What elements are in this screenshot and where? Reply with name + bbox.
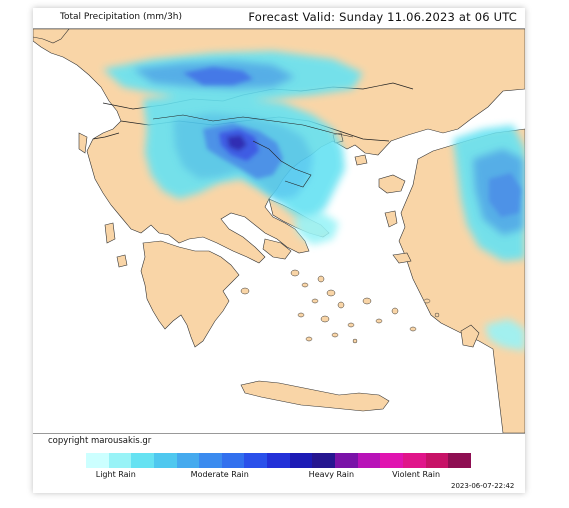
- peloponnese: [140, 240, 240, 348]
- lesvos: [378, 174, 406, 194]
- copyright-text: copyright marousakis.gr: [48, 436, 152, 446]
- legend-label: Light Rain: [95, 470, 136, 479]
- rhodes: [460, 324, 480, 348]
- legend-swatch: [425, 453, 449, 468]
- legend-swatch: [335, 453, 358, 468]
- legend-swatch: [312, 453, 336, 468]
- map-canvas: [33, 29, 525, 433]
- zakynthos: [116, 254, 128, 268]
- precip-layer: [103, 51, 525, 351]
- legend-label: Heavy Rain: [308, 470, 355, 479]
- legend-swatch: [176, 453, 200, 468]
- legend-swatch: [131, 453, 154, 468]
- legend-swatch: [357, 453, 381, 468]
- legend-swatch: [289, 453, 313, 468]
- legend-label: Moderate Rain: [190, 470, 249, 479]
- corfu: [78, 132, 88, 154]
- border-overlay: [152, 114, 354, 188]
- legend-swatch: [402, 453, 426, 468]
- legend-swatch: [448, 453, 471, 468]
- samos: [392, 252, 412, 264]
- legend-swatch: [244, 453, 268, 468]
- forecast-valid: Forecast Valid: Sunday 11.06.2023 at 06 …: [248, 10, 517, 24]
- limnos: [354, 154, 368, 166]
- precipitation-map: [33, 28, 525, 434]
- precip-legend: [85, 452, 472, 469]
- chios: [384, 210, 398, 228]
- kefalonia: [104, 222, 116, 244]
- legend-swatch: [86, 453, 109, 468]
- legend-swatch: [221, 453, 245, 468]
- legend-swatch: [267, 453, 290, 468]
- legend-swatch: [199, 453, 222, 468]
- run-timestamp: 2023-06-07-22:42: [451, 482, 515, 490]
- legend-label: Violent Rain: [392, 470, 441, 479]
- crete: [240, 380, 390, 412]
- product-title: Total Precipitation (mm/3h): [60, 12, 183, 22]
- attica: [262, 238, 292, 260]
- legend-swatch: [153, 453, 177, 468]
- legend-swatch: [380, 453, 403, 468]
- italy-heel: [33, 29, 70, 44]
- cyclades: [240, 269, 440, 344]
- legend-swatch: [108, 453, 132, 468]
- legend-labels: Light Rain Moderate Rain Heavy Rain Violent…: [85, 470, 470, 482]
